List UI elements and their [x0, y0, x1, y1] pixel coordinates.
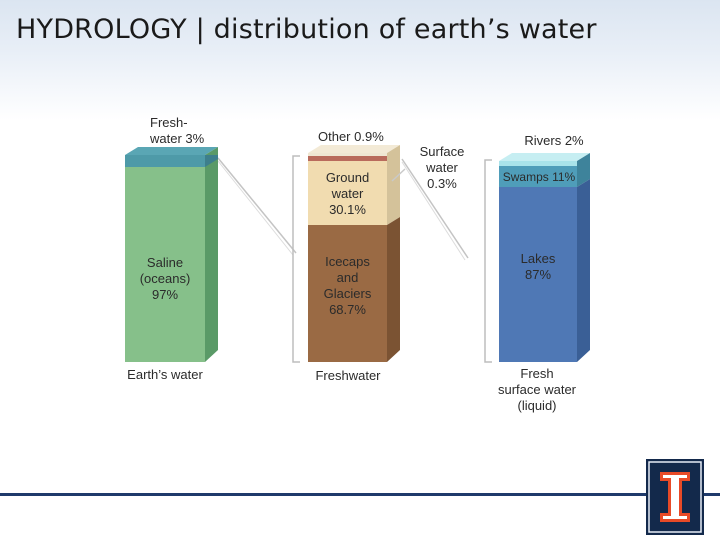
connector-line — [401, 158, 469, 259]
connector-line — [217, 160, 294, 256]
label-line: (liquid) — [517, 398, 557, 413]
label-line: 87% — [524, 267, 552, 282]
lakes-label: Lakes 87% — [499, 251, 577, 283]
icecaps-segment — [308, 225, 387, 362]
column-top — [308, 145, 400, 153]
label-line: Fresh — [520, 366, 554, 381]
column-top — [125, 147, 218, 155]
fresh-surface-water-caption: Fresh surface water (liquid) — [478, 366, 596, 414]
label-line: 97% — [151, 287, 179, 302]
label-line: water — [331, 186, 364, 201]
freshwater-3-label: Fresh- water 3% — [150, 115, 204, 147]
icecaps-side — [387, 217, 400, 362]
label-line: 0.3% — [427, 176, 457, 191]
lakes-segment — [499, 187, 577, 362]
label-line: 68.7% — [329, 302, 366, 317]
label-line: Glaciers — [323, 286, 372, 301]
rivers-segment — [499, 161, 577, 166]
label-line: Lakes — [520, 251, 556, 266]
swamps-side — [577, 153, 590, 187]
lakes-side — [577, 179, 590, 362]
earths-water-caption: Earth’s water — [127, 367, 203, 382]
freshwater-segment — [125, 155, 205, 167]
surface-water-bracket — [484, 159, 492, 363]
block-i-icon — [648, 461, 702, 533]
fresh-surface-water-column — [499, 153, 590, 362]
freshwater-column — [308, 145, 406, 362]
label-line: surface water — [497, 382, 577, 397]
university-logo — [646, 459, 704, 535]
column-side — [205, 147, 218, 362]
label-line: Icecaps — [325, 254, 370, 269]
label-line: water — [426, 160, 458, 175]
label-line: Ground — [325, 170, 370, 185]
swamps-label: Swamps 11% — [502, 170, 576, 184]
freshwater-bracket — [292, 155, 300, 363]
label-line: and — [336, 270, 359, 285]
saline-label: Saline (oceans) 97% — [125, 255, 205, 303]
label-line: Fresh- — [150, 115, 188, 130]
label-line: water 3% — [150, 131, 205, 146]
label-line: Surface — [419, 144, 465, 159]
footer-rule — [0, 493, 720, 496]
surface-water-segment — [308, 153, 387, 156]
saline-segment — [125, 167, 205, 362]
surface-water-label: Surface water 0.3% — [412, 144, 472, 192]
rivers-label: Rivers 2% — [524, 133, 584, 148]
earths-water-column — [125, 147, 218, 362]
slide-title: HYDROLOGY | distribution of earth’s wate… — [16, 14, 597, 45]
other-segment — [308, 156, 387, 161]
surface-water-pointer — [391, 168, 406, 182]
ground-water-side — [387, 145, 400, 225]
other-label: Other 0.9% — [318, 129, 384, 144]
freshwater-caption: Freshwater — [315, 368, 381, 383]
connector-line — [401, 161, 466, 261]
swamps-segment — [499, 166, 577, 187]
ground-water-segment — [308, 161, 387, 225]
ground-water-label: Ground water 30.1% — [308, 170, 387, 218]
title-band — [0, 0, 720, 120]
connector-line — [217, 157, 297, 254]
label-line: Saline — [146, 255, 184, 270]
freshwater-segment-side — [205, 155, 218, 167]
column-top — [499, 153, 590, 161]
label-line: (oceans) — [139, 271, 191, 286]
label-line: 30.1% — [329, 202, 366, 217]
icecaps-label: Icecaps and Glaciers 68.7% — [308, 254, 387, 318]
